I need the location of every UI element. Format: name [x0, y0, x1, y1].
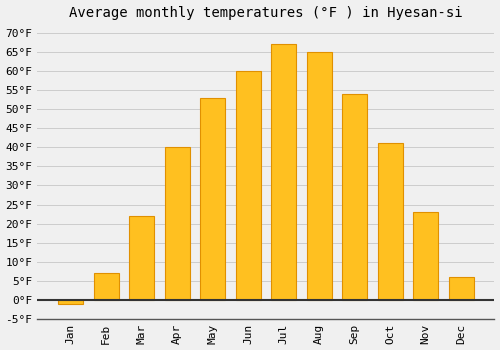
Bar [342, 94, 367, 300]
Bar [129, 216, 154, 300]
Bar [200, 98, 225, 300]
Bar [94, 273, 118, 300]
Bar [236, 71, 260, 300]
Bar [378, 144, 402, 300]
Bar [58, 300, 83, 304]
Bar [307, 52, 332, 300]
Title: Average monthly temperatures (°F ) in Hyesan-si: Average monthly temperatures (°F ) in Hy… [69, 6, 462, 20]
Bar [164, 147, 190, 300]
Bar [449, 277, 473, 300]
Bar [272, 44, 296, 300]
Bar [414, 212, 438, 300]
